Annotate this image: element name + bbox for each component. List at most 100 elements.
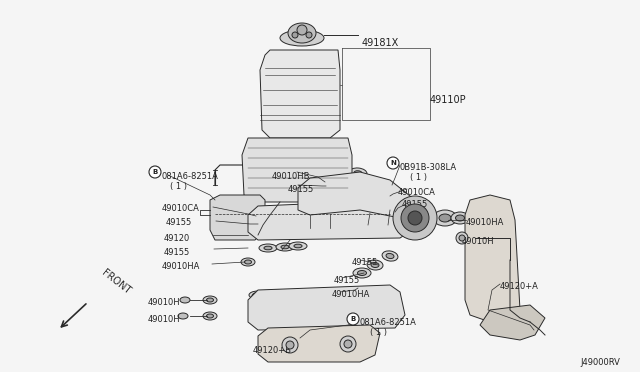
Text: 49010CA: 49010CA bbox=[162, 204, 200, 213]
Ellipse shape bbox=[323, 181, 329, 185]
Ellipse shape bbox=[207, 298, 214, 302]
Circle shape bbox=[344, 340, 352, 348]
Text: 49181X: 49181X bbox=[362, 38, 399, 48]
Ellipse shape bbox=[293, 55, 307, 61]
Ellipse shape bbox=[346, 290, 354, 294]
Text: 49120: 49120 bbox=[164, 234, 190, 243]
Polygon shape bbox=[210, 195, 265, 240]
Text: B: B bbox=[350, 316, 356, 322]
Ellipse shape bbox=[306, 214, 314, 218]
Ellipse shape bbox=[353, 268, 371, 278]
Ellipse shape bbox=[374, 198, 382, 203]
Ellipse shape bbox=[387, 194, 394, 198]
Polygon shape bbox=[248, 285, 405, 330]
Text: 49010H: 49010H bbox=[148, 315, 180, 324]
Text: J49000RV: J49000RV bbox=[580, 358, 620, 367]
Text: 49010H: 49010H bbox=[462, 237, 495, 246]
Ellipse shape bbox=[364, 289, 372, 293]
Circle shape bbox=[340, 336, 356, 352]
Ellipse shape bbox=[203, 312, 217, 320]
Text: 49010HA: 49010HA bbox=[332, 290, 371, 299]
Polygon shape bbox=[260, 50, 340, 138]
Circle shape bbox=[456, 232, 468, 244]
Ellipse shape bbox=[276, 243, 294, 251]
Text: 0B91B-308LA: 0B91B-308LA bbox=[400, 163, 457, 172]
Circle shape bbox=[306, 32, 312, 38]
Ellipse shape bbox=[294, 218, 302, 222]
Ellipse shape bbox=[380, 186, 397, 198]
Circle shape bbox=[282, 337, 298, 353]
Ellipse shape bbox=[244, 260, 252, 264]
Ellipse shape bbox=[306, 177, 314, 182]
Ellipse shape bbox=[288, 23, 316, 43]
Text: 49120+B: 49120+B bbox=[253, 346, 291, 355]
Ellipse shape bbox=[382, 251, 398, 261]
Ellipse shape bbox=[254, 293, 262, 297]
Text: 49110P: 49110P bbox=[430, 95, 467, 105]
Ellipse shape bbox=[269, 290, 287, 298]
Ellipse shape bbox=[320, 179, 332, 187]
Polygon shape bbox=[480, 305, 545, 340]
Circle shape bbox=[297, 25, 307, 35]
Ellipse shape bbox=[178, 313, 188, 319]
Ellipse shape bbox=[254, 222, 262, 226]
Ellipse shape bbox=[321, 210, 339, 220]
Ellipse shape bbox=[276, 220, 284, 224]
Ellipse shape bbox=[321, 171, 339, 182]
Ellipse shape bbox=[358, 270, 367, 276]
Ellipse shape bbox=[326, 174, 334, 179]
Text: N: N bbox=[390, 160, 396, 166]
Text: ( 1 ): ( 1 ) bbox=[170, 182, 187, 191]
Ellipse shape bbox=[383, 192, 397, 201]
Ellipse shape bbox=[288, 52, 312, 64]
Polygon shape bbox=[242, 138, 352, 202]
Ellipse shape bbox=[180, 297, 190, 303]
Ellipse shape bbox=[301, 174, 319, 185]
Ellipse shape bbox=[207, 314, 214, 318]
Ellipse shape bbox=[294, 244, 302, 248]
Circle shape bbox=[347, 313, 359, 325]
Ellipse shape bbox=[252, 292, 268, 300]
Ellipse shape bbox=[249, 291, 267, 299]
Ellipse shape bbox=[341, 288, 359, 296]
Text: 081A6-8251A: 081A6-8251A bbox=[360, 318, 417, 327]
Text: 49010HA: 49010HA bbox=[466, 218, 504, 227]
Ellipse shape bbox=[386, 253, 394, 259]
Text: ( 1 ): ( 1 ) bbox=[370, 328, 387, 337]
Ellipse shape bbox=[259, 244, 277, 252]
Ellipse shape bbox=[271, 218, 289, 226]
Circle shape bbox=[393, 196, 437, 240]
Polygon shape bbox=[465, 195, 520, 322]
Text: FRONT: FRONT bbox=[100, 267, 132, 296]
Ellipse shape bbox=[433, 210, 457, 226]
Text: 49010HA: 49010HA bbox=[162, 262, 200, 271]
Ellipse shape bbox=[451, 212, 469, 224]
Text: B: B bbox=[152, 169, 157, 175]
Polygon shape bbox=[258, 325, 380, 362]
Ellipse shape bbox=[384, 189, 392, 195]
Text: 49155: 49155 bbox=[402, 200, 428, 209]
Ellipse shape bbox=[274, 292, 282, 296]
Ellipse shape bbox=[354, 171, 362, 175]
Ellipse shape bbox=[289, 242, 307, 250]
Ellipse shape bbox=[371, 263, 379, 267]
Ellipse shape bbox=[241, 258, 255, 266]
Ellipse shape bbox=[349, 168, 367, 178]
Ellipse shape bbox=[359, 287, 377, 295]
Circle shape bbox=[408, 211, 422, 225]
Ellipse shape bbox=[301, 211, 319, 221]
Text: 49155: 49155 bbox=[166, 218, 192, 227]
Ellipse shape bbox=[281, 245, 289, 249]
Circle shape bbox=[149, 166, 161, 178]
Ellipse shape bbox=[439, 214, 451, 222]
Ellipse shape bbox=[264, 246, 272, 250]
Circle shape bbox=[292, 32, 298, 38]
Text: 49155: 49155 bbox=[164, 248, 190, 257]
Circle shape bbox=[387, 157, 399, 169]
Ellipse shape bbox=[249, 220, 267, 228]
Ellipse shape bbox=[203, 296, 217, 304]
Text: 49010HB: 49010HB bbox=[272, 172, 310, 181]
Text: 49155: 49155 bbox=[288, 185, 314, 194]
Ellipse shape bbox=[349, 208, 367, 218]
Ellipse shape bbox=[280, 30, 324, 46]
